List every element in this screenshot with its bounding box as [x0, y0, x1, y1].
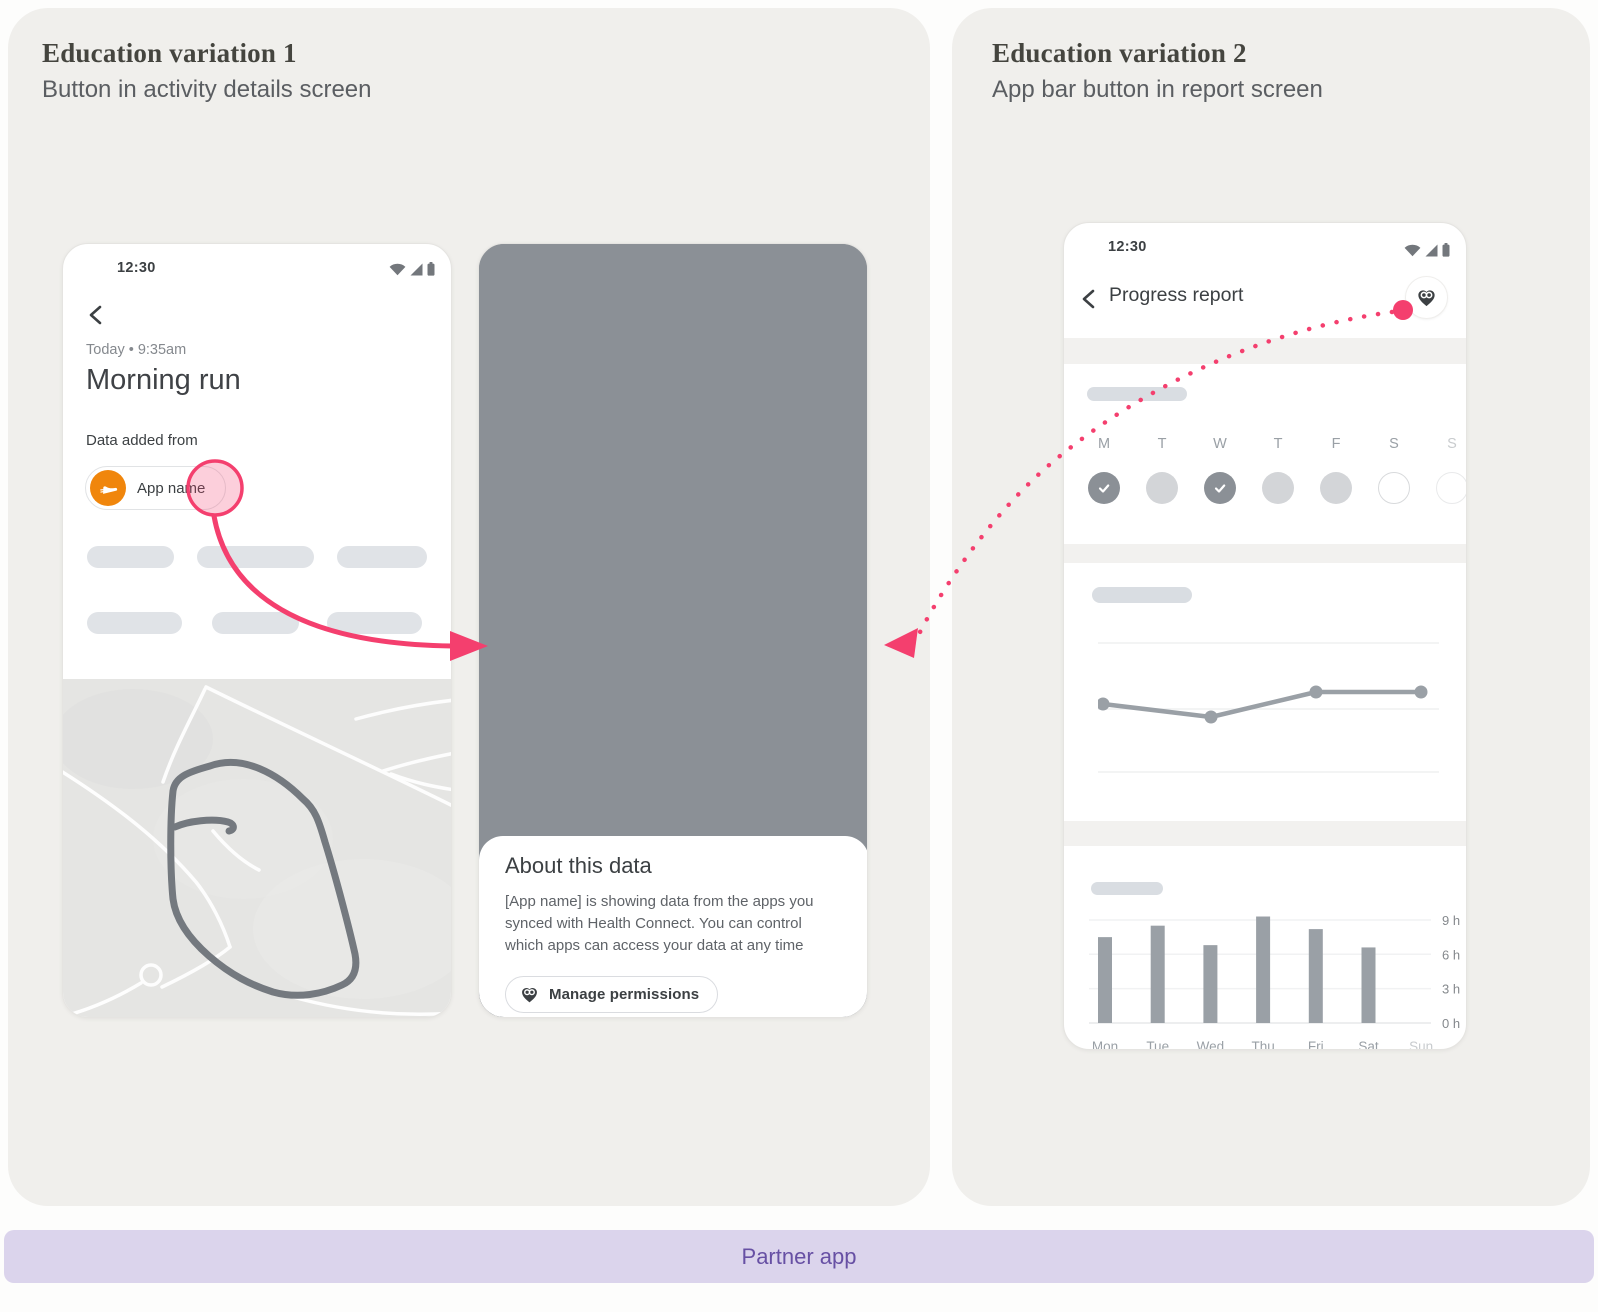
card-subtitle-variation-1: Button in activity details screen: [42, 76, 372, 103]
svg-text:Sat: Sat: [1358, 1039, 1379, 1050]
weekday-cell: W: [1198, 436, 1242, 504]
progress-report-phone: 12:30 Progress report M T W T: [1063, 222, 1467, 1050]
svg-text:6 h: 6 h: [1442, 947, 1460, 962]
battery-icon: [1442, 243, 1450, 257]
manage-permissions-button[interactable]: Manage permissions: [505, 976, 719, 1013]
weekday-cell: T: [1140, 436, 1184, 504]
manage-permissions-label: Manage permissions: [549, 986, 700, 1003]
weekday-cell: S: [1372, 436, 1416, 504]
running-shoe-icon: [90, 470, 126, 506]
placeholder-title: [1087, 387, 1187, 401]
health-connect-appbar-button[interactable]: [1405, 276, 1448, 319]
sheet-body-line: synced with Health Connect. You can cont…: [505, 915, 802, 932]
data-added-from-label: Data added from: [86, 432, 198, 449]
weekday-status-circle[interactable]: [1436, 472, 1466, 504]
placeholder-title: [1092, 587, 1192, 603]
activity-details-phone: 12:30 Today • 9:35am Morning run Data ad…: [62, 243, 452, 1018]
health-connect-icon: [1418, 290, 1435, 307]
status-bar: 12:30: [1064, 223, 1466, 267]
about-data-sheet: About this data [App name] is showing da…: [479, 836, 867, 1017]
svg-text:Thu: Thu: [1251, 1039, 1274, 1050]
health-connect-icon: [522, 987, 537, 1003]
route-map: [63, 679, 451, 1017]
weekday-status-circle[interactable]: [1262, 472, 1294, 504]
sheet-body-line: [App name] is showing data from the apps…: [505, 893, 814, 910]
placeholder-stat: [337, 546, 427, 568]
placeholder-stat: [87, 612, 182, 634]
weekday-status-circle[interactable]: [1146, 472, 1178, 504]
battery-icon: [427, 262, 435, 276]
sheet-heading: About this data: [505, 853, 652, 878]
weekday-status-circle[interactable]: [1378, 472, 1410, 504]
section-divider: [1064, 821, 1466, 846]
status-time: 12:30: [117, 260, 156, 276]
section-divider: [1064, 338, 1466, 364]
partner-app-label: Partner app: [741, 1243, 857, 1269]
weekday-label: W: [1213, 436, 1227, 452]
back-button[interactable]: [1077, 286, 1103, 312]
weekday-status-circle[interactable]: [1088, 472, 1120, 504]
bottom-sheet-phone: About this data [App name] is showing da…: [478, 243, 868, 1018]
wifi-icon: [389, 263, 406, 275]
app-bar-title: Progress report: [1109, 284, 1244, 306]
status-time: 12:30: [1108, 239, 1147, 255]
card-title-variation-2: Education variation 2: [992, 38, 1247, 68]
activity-title: Morning run: [86, 364, 241, 396]
sheet-body-line: which apps can access your data at any t…: [505, 937, 804, 954]
weekday-label: F: [1331, 436, 1341, 452]
status-icons: [1404, 243, 1450, 257]
svg-text:3 h: 3 h: [1442, 982, 1460, 997]
back-button[interactable]: [84, 302, 110, 328]
trend-line-chart: [1098, 642, 1439, 773]
svg-text:0 h: 0 h: [1442, 1016, 1460, 1031]
cell-signal-icon: [410, 263, 423, 275]
placeholder-stat: [87, 546, 174, 568]
check-icon: [1214, 484, 1226, 493]
weekly-hours-bar-chart: 9 h 6 h 3 h 0 h Mon Tue Wed Thu Fri Sat Sun: [1089, 913, 1460, 1050]
education-variation-2-card: Education variation 2 App bar button in …: [952, 8, 1590, 1206]
weekday-label: S: [1447, 436, 1457, 452]
svg-text:Tue: Tue: [1146, 1039, 1169, 1050]
weekday-label: T: [1157, 436, 1167, 452]
weekday-status-circle[interactable]: [1320, 472, 1352, 504]
education-variation-1-card: Education variation 1 Button in activity…: [8, 8, 930, 1206]
weekday-label: S: [1389, 436, 1399, 452]
weekday-status-circle[interactable]: [1204, 472, 1236, 504]
weekday-cell: T: [1256, 436, 1300, 504]
app-name-chip[interactable]: App name: [85, 466, 227, 510]
weekday-cell: S: [1430, 436, 1466, 504]
placeholder-stat: [212, 612, 299, 634]
weekday-label: M: [1097, 436, 1111, 452]
wifi-icon: [1404, 244, 1421, 256]
activity-date: Today • 9:35am: [86, 342, 187, 358]
card-subtitle-variation-2: App bar button in report screen: [992, 76, 1323, 103]
svg-text:9 h: 9 h: [1442, 913, 1460, 928]
svg-text:Fri: Fri: [1308, 1039, 1324, 1050]
placeholder-title: [1091, 882, 1163, 895]
weekday-cell: M: [1082, 436, 1126, 504]
app-name-chip-label: App name: [137, 479, 206, 497]
check-icon: [1098, 484, 1110, 493]
svg-text:Wed: Wed: [1197, 1039, 1225, 1050]
placeholder-stat: [327, 612, 422, 634]
status-icons: [389, 262, 435, 276]
section-divider: [1064, 544, 1466, 563]
status-bar: 12:30: [63, 244, 451, 288]
card-title-variation-1: Education variation 1: [42, 38, 297, 68]
sheet-body-text: [App name] is showing data from the apps…: [505, 891, 814, 957]
svg-text:Sun: Sun: [1409, 1039, 1433, 1050]
partner-app-bar: Partner app: [4, 1230, 1594, 1283]
weekday-label: T: [1273, 436, 1283, 452]
svg-text:Mon: Mon: [1092, 1039, 1118, 1050]
placeholder-stat: [197, 546, 314, 568]
cell-signal-icon: [1425, 244, 1438, 256]
weekday-cell: F: [1314, 436, 1358, 504]
